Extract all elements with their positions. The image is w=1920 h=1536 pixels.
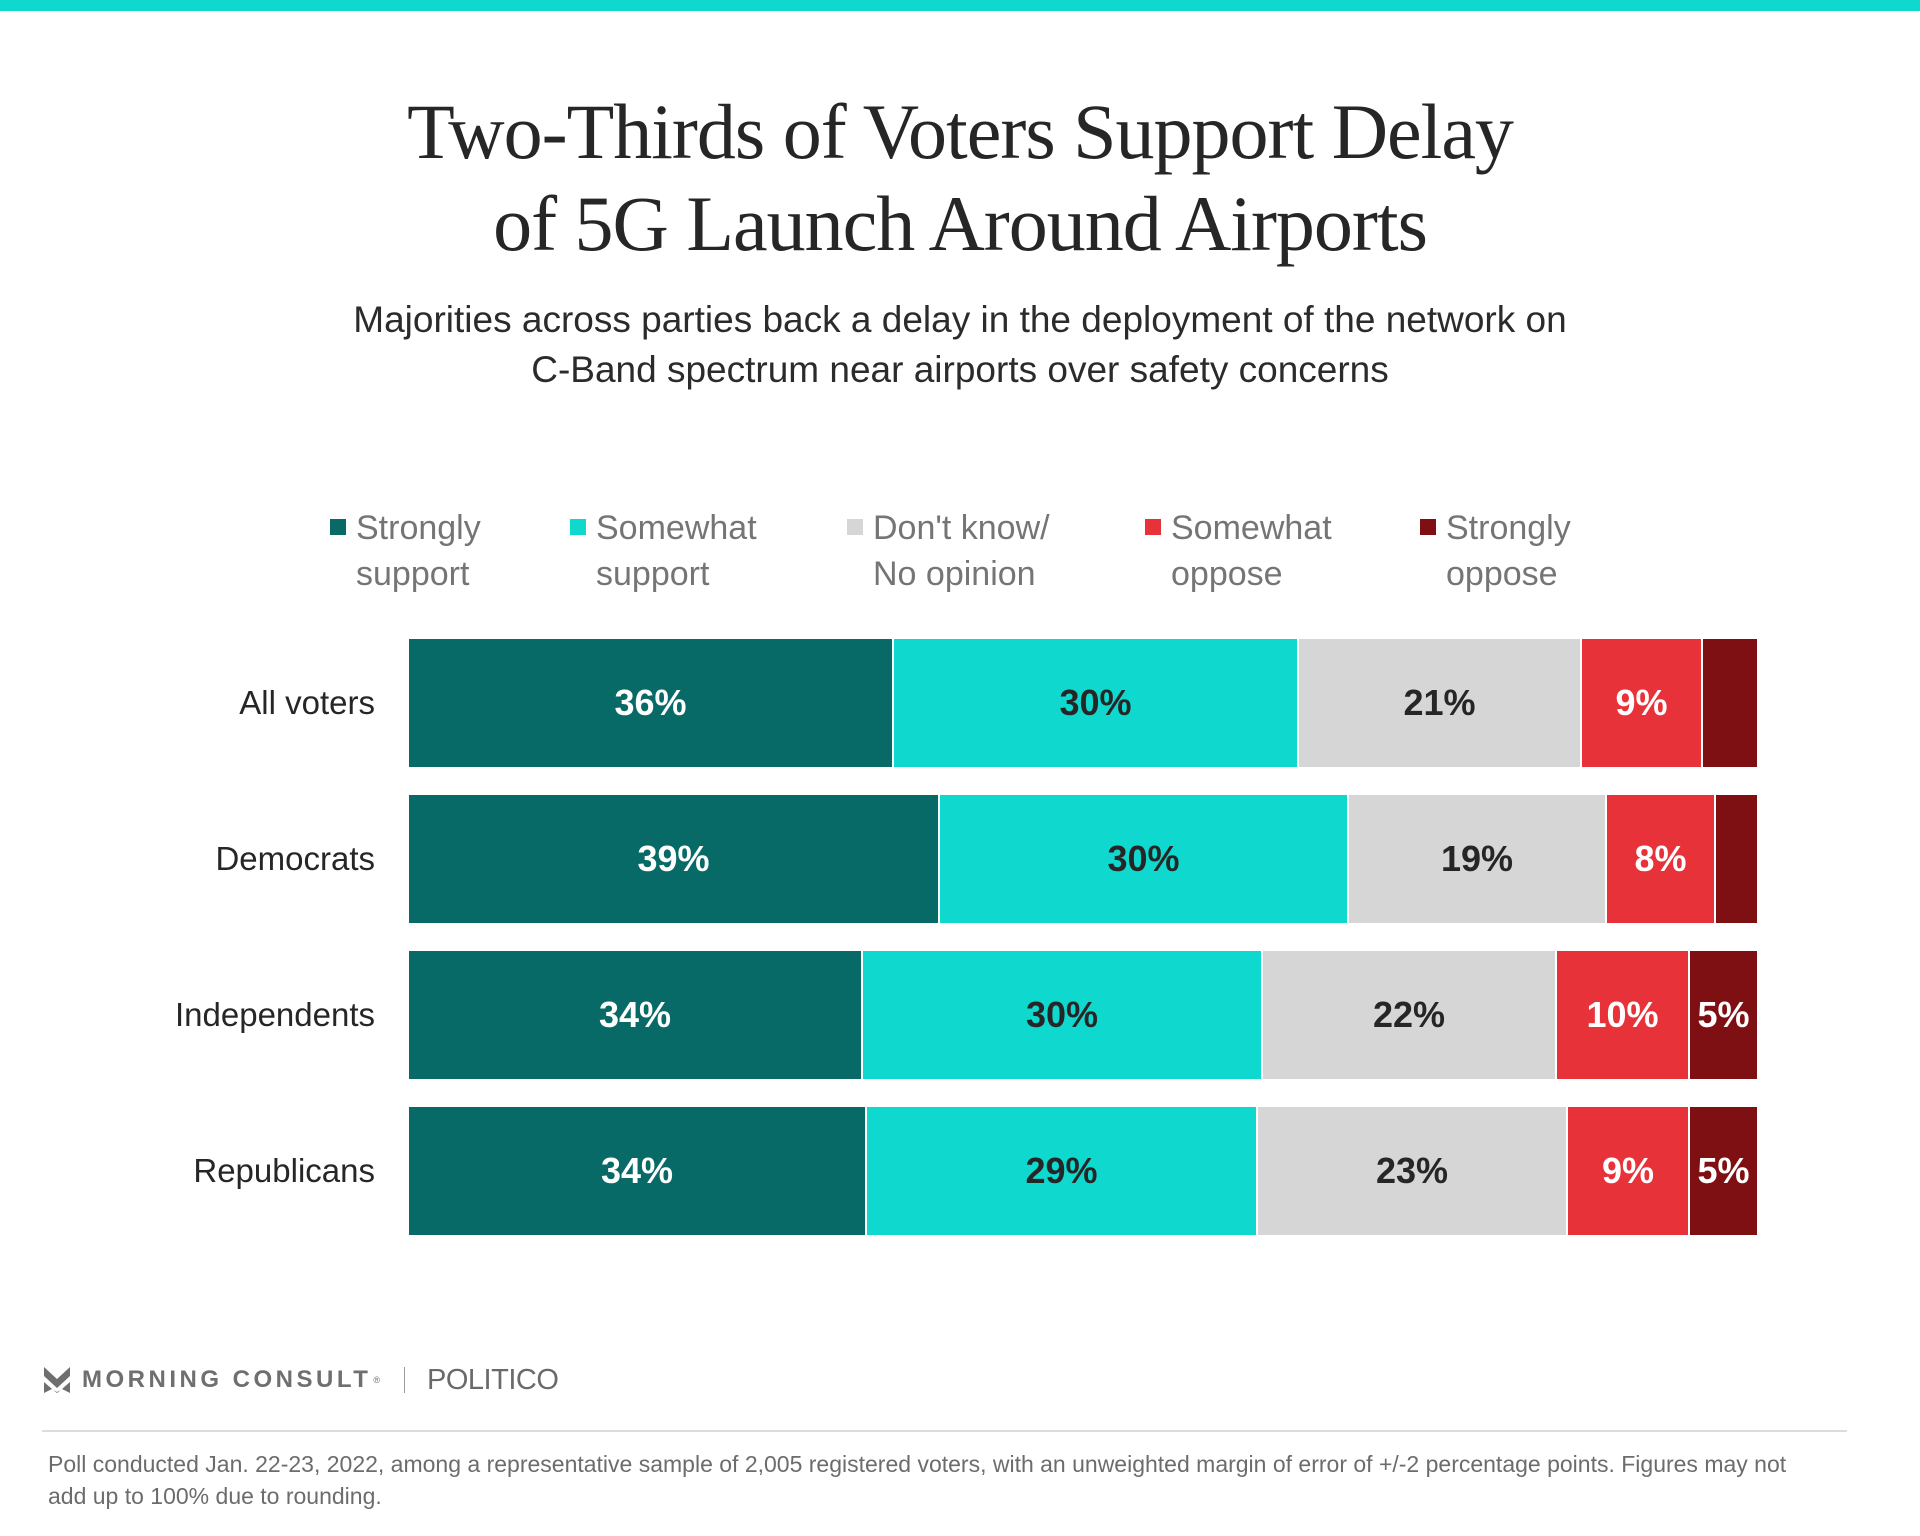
bar-segment: 19%	[1349, 795, 1605, 923]
category-label: Democrats	[215, 840, 375, 877]
bar-segment: 22%	[1263, 951, 1555, 1079]
legend-item: Somewhat oppose	[1145, 505, 1332, 597]
bar-segment: 30%	[940, 795, 1347, 923]
footnote: Poll conducted Jan. 22-23, 2022, among a…	[48, 1451, 1787, 1509]
legend-label-line: support	[596, 555, 710, 593]
bar-segment	[1716, 795, 1757, 923]
legend-swatch-icon	[1420, 519, 1436, 535]
legend-label-line: No opinion	[873, 555, 1036, 593]
bar-value-label: 5%	[1697, 994, 1750, 1035]
legend-label-line: Strongly	[356, 509, 481, 547]
bar-segment: 30%	[863, 951, 1261, 1079]
bar-value-label: 10%	[1586, 994, 1659, 1035]
chart-legend: Strongly support Somewhat support Don't know…	[0, 505, 1920, 600]
morning-consult-logo-icon	[44, 1367, 70, 1393]
bar-value-label: 19%	[1440, 838, 1514, 879]
bar-segment: 5%	[1690, 1107, 1757, 1235]
bar-value-label: 8%	[1634, 838, 1687, 879]
legend-label: Don't know/No opinion	[873, 505, 1050, 597]
bar-value-label: 9%	[1601, 1150, 1655, 1191]
bar-segment: 8%	[1607, 795, 1714, 923]
legend-label: Strongly support	[356, 505, 481, 597]
bar-segment: 10%	[1557, 951, 1688, 1079]
bar-value-label: 5%	[1697, 1150, 1750, 1191]
top-accent-stripe	[0, 0, 1920, 11]
bar-value-label: 34%	[598, 994, 672, 1035]
bar-value-label: 39%	[637, 838, 710, 879]
bar-segment: 5%	[1690, 951, 1757, 1079]
bar-value-label: 22%	[1372, 994, 1446, 1035]
bar-segment: 34%	[409, 951, 861, 1079]
chart-title-line-2: of 5G Launch Around Airports	[493, 180, 1428, 267]
legend-label: Strongly oppose	[1446, 505, 1571, 597]
legend-label-line: Somewhat	[596, 509, 757, 547]
legend-label: Somewhat support	[596, 505, 757, 597]
legend-swatch-icon	[570, 519, 586, 535]
chart-title: Two-Thirds of Voters Support Delay of 5G…	[0, 86, 1920, 270]
legend-swatch-icon	[1145, 519, 1161, 535]
chart-subtitle-line-1: Majorities across parties back a delay i…	[353, 299, 1567, 340]
footer-divider	[42, 1430, 1847, 1432]
legend-item: Strongly support	[330, 505, 481, 597]
bar-segment: 9%	[1568, 1107, 1688, 1235]
bar-value-label: 30%	[1025, 994, 1099, 1035]
bar-value-label: 30%	[1107, 838, 1180, 879]
politico-wordmark: POLITICO	[427, 1363, 559, 1396]
legend-label-line: Strongly	[1446, 509, 1571, 547]
logo-separator	[404, 1367, 406, 1393]
registered-mark: ®	[373, 1375, 381, 1385]
bar-segment: 36%	[409, 639, 892, 767]
bar-segment: 21%	[1299, 639, 1580, 767]
bar-segment: 29%	[867, 1107, 1256, 1235]
bar-segment: 34%	[409, 1107, 865, 1235]
legend-label-line: support	[356, 555, 470, 593]
bar-value-label: 29%	[1025, 1150, 1098, 1191]
bar-value-label: 9%	[1615, 682, 1668, 723]
legend-swatch-icon	[330, 519, 346, 535]
legend-label-line: Somewhat	[1171, 509, 1332, 547]
legend-label-line: Don't know/	[873, 509, 1050, 547]
bar-segment: 23%	[1258, 1107, 1566, 1235]
chart-subtitle: Majorities across parties back a delay i…	[0, 295, 1920, 395]
bar-segment: 30%	[894, 639, 1297, 767]
category-label: All voters	[239, 684, 375, 721]
bar-segment: 39%	[409, 795, 938, 923]
morning-consult-wordmark: MORNING CONSULT	[82, 1366, 372, 1393]
chart-title-line-1: Two-Thirds of Voters Support Delay	[407, 88, 1514, 175]
bar-value-label: 23%	[1375, 1150, 1449, 1191]
bar-segment	[1703, 639, 1757, 767]
legend-label-line: oppose	[1446, 555, 1558, 593]
category-label: Independents	[174, 996, 375, 1033]
legend-item: Strongly oppose	[1420, 505, 1571, 597]
legend-label: Somewhat oppose	[1171, 505, 1332, 597]
bar-value-label: 36%	[614, 682, 687, 723]
legend-item: Don't know/No opinion	[847, 505, 1050, 597]
category-label: Republicans	[193, 1152, 375, 1189]
legend-swatch-icon	[847, 519, 863, 535]
bar-value-label: 21%	[1403, 682, 1476, 723]
bar-value-label: 30%	[1059, 682, 1132, 723]
chart-subtitle-line-2: C-Band spectrum near airports over safet…	[531, 349, 1389, 390]
bar-segment: 9%	[1582, 639, 1701, 767]
legend-label-line: oppose	[1171, 555, 1283, 593]
legend-item: Somewhat support	[570, 505, 757, 597]
bar-value-label: 34%	[600, 1150, 674, 1191]
brand-logos: MORNING CONSULT ® POLITICO	[44, 1363, 559, 1396]
